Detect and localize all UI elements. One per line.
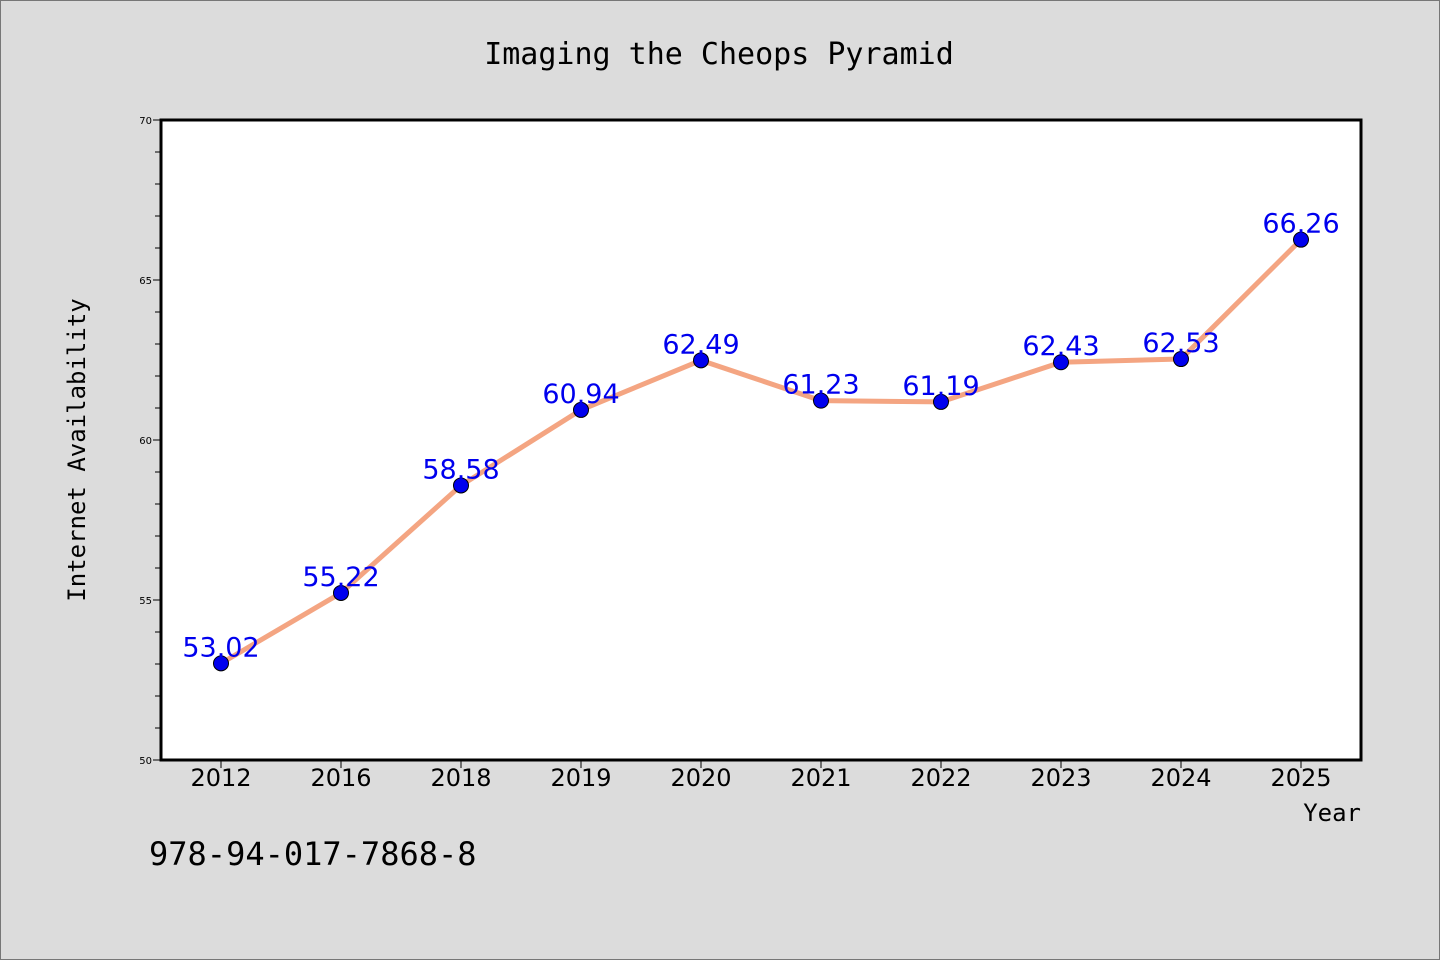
marker-layer	[213, 231, 1309, 672]
x-tick-label: 2021	[790, 764, 851, 792]
data-point	[333, 584, 349, 601]
isbn-annotation: 978-94-017-7868-8	[149, 835, 477, 873]
x-tick-label: 2019	[550, 764, 611, 792]
data-point	[1173, 351, 1189, 368]
data-point	[1053, 354, 1069, 371]
y-tick-label: 55	[139, 596, 152, 607]
data-label: 58.58	[422, 454, 499, 485]
data-point	[453, 477, 469, 494]
x-tick-label: 2016	[310, 764, 371, 792]
y-axis-label: Internet Availability	[63, 298, 91, 601]
data-point	[693, 352, 709, 369]
x-tick-label: 2020	[670, 764, 731, 792]
data-label: 61.23	[782, 370, 859, 401]
y-tick-label: 70	[139, 116, 152, 127]
data-point	[213, 655, 229, 672]
x-axis: 2012 2016 2018 2019 2020 2021 2022 2023 2024 2025	[190, 760, 1332, 792]
data-label: 60.94	[542, 379, 619, 410]
data-label: 53.02	[182, 632, 259, 663]
x-tick-label: 2023	[1030, 764, 1091, 792]
y-tick-label: 50	[139, 756, 152, 767]
y-tick-label: 60	[139, 436, 152, 447]
data-label: 66.26	[1262, 209, 1339, 240]
data-label: 62.53	[1142, 328, 1219, 359]
y-axis: 50 55 60 65 70	[139, 116, 161, 767]
x-tick-label: 2024	[1150, 764, 1211, 792]
data-label-layer: 53.02 55.22 58.58 60.94 62.49 61.23 61.19 62.43…	[182, 209, 1339, 664]
plot-area	[159, 118, 1363, 762]
x-tick-label: 2018	[430, 764, 491, 792]
data-point	[573, 401, 589, 418]
data-point	[813, 392, 829, 409]
data-label: 62.49	[662, 329, 739, 360]
data-point	[1293, 231, 1309, 248]
x-tick-label: 2022	[910, 764, 971, 792]
data-label: 62.43	[1022, 331, 1099, 362]
y-tick-label: 65	[139, 276, 152, 287]
data-label: 61.19	[902, 371, 979, 402]
chart-title: Imaging the Cheops Pyramid	[484, 37, 954, 72]
series-line	[218, 237, 1304, 666]
x-tick-label: 2012	[190, 764, 251, 792]
data-label: 55.22	[302, 562, 379, 593]
x-axis-label: Year	[1303, 799, 1361, 827]
x-tick-label: 2025	[1270, 764, 1331, 792]
data-point	[933, 393, 949, 410]
series-line-layer	[218, 237, 1304, 666]
